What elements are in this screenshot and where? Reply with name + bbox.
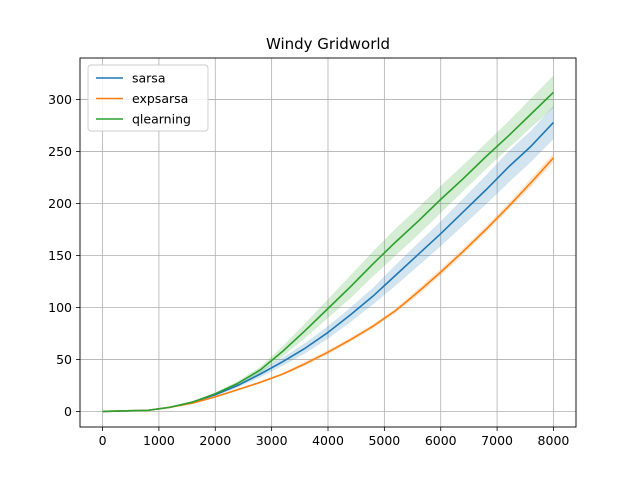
- x-tick-label: 7000: [481, 433, 513, 448]
- legend-label-qlearning: qlearning: [132, 112, 191, 127]
- x-tick-label: 0: [99, 433, 107, 448]
- y-tick-label: 0: [64, 404, 72, 419]
- x-tick-label: 5000: [368, 433, 400, 448]
- y-tick-label: 300: [48, 92, 72, 107]
- chart-title: Windy Gridworld: [266, 35, 390, 53]
- series-line-qlearning: [102, 91, 555, 413]
- plot-area: 0 1000 2000 3000 4000 5000 6000 7000 8000 0 50 100 1…: [48, 57, 577, 448]
- x-tick-label: 3000: [256, 433, 288, 448]
- x-tick-label: 8000: [538, 433, 570, 448]
- y-tick-label: 250: [48, 144, 72, 159]
- legend-label-expsarsa: expsarsa: [132, 91, 188, 106]
- y-tick-label: 150: [48, 248, 72, 263]
- legend-box: [87, 64, 209, 132]
- y-tick-label: 50: [56, 352, 72, 367]
- x-tick-label: 1000: [143, 433, 175, 448]
- legend-label-sarsa: sarsa: [132, 71, 165, 86]
- x-tick-label: 4000: [312, 433, 344, 448]
- y-tick-label: 200: [48, 196, 72, 211]
- x-tick-label: 2000: [199, 433, 231, 448]
- y-tick-label: 100: [48, 300, 72, 315]
- legend: sarsa expsarsa qlearning: [87, 64, 209, 132]
- series-line-expsarsa: [102, 157, 555, 413]
- x-tick-label: 6000: [425, 433, 457, 448]
